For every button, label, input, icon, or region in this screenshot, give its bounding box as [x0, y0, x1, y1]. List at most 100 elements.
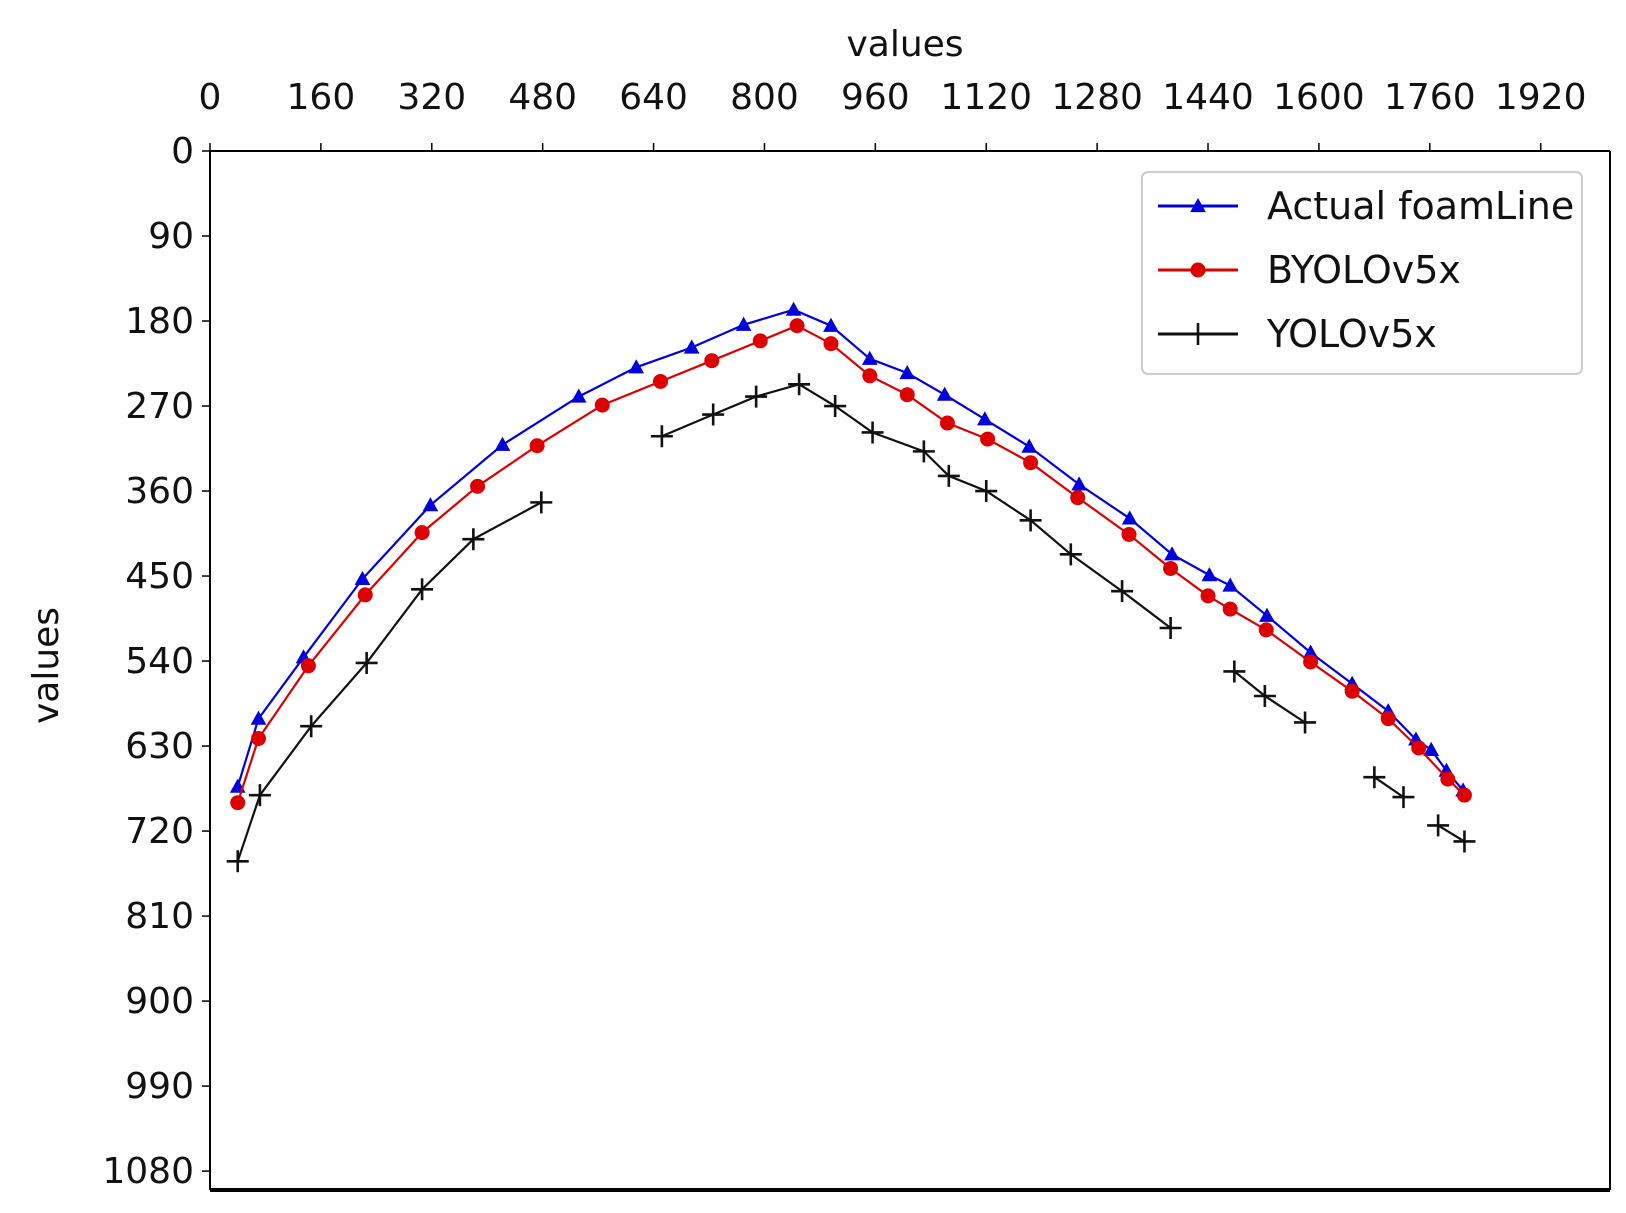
data-point — [735, 316, 752, 331]
data-point — [1259, 607, 1275, 622]
axes: 0 160 320 480 640 800 960 1120 1280 1440 1600 1760 1… — [26, 24, 1611, 1192]
data-point — [1201, 567, 1218, 582]
series-0 — [229, 301, 1471, 797]
legend-marker — [1190, 197, 1206, 213]
legend-marker — [1190, 262, 1206, 278]
series-2 — [226, 373, 1476, 873]
x-tick-label: 1440 — [1162, 77, 1254, 118]
legend-label: BYOLOv5x — [1267, 248, 1461, 292]
y-tick-label: 990 — [125, 1066, 194, 1107]
series-line — [1437, 824, 1466, 843]
series-line — [236, 324, 1466, 804]
y-tick-label: 810 — [125, 896, 194, 937]
data-point — [1440, 771, 1456, 787]
x-tick-label: 320 — [397, 77, 466, 118]
y-tick-label: 720 — [125, 811, 194, 852]
data-point — [1023, 455, 1039, 471]
data-point — [494, 436, 511, 451]
data-point — [899, 387, 915, 403]
data-point — [1164, 546, 1180, 561]
data-point — [628, 359, 645, 374]
data-point — [937, 464, 960, 487]
data-point — [1411, 740, 1427, 756]
data-point — [354, 570, 371, 585]
x-tick-label: 1920 — [1495, 77, 1587, 118]
x-tick-label: 960 — [841, 77, 910, 118]
data-point — [1453, 830, 1476, 853]
legend: Actual foamLine BYOLOv5x YOLOv5x — [1141, 171, 1583, 375]
data-point — [650, 425, 673, 448]
data-point — [789, 318, 805, 334]
data-point — [530, 491, 553, 514]
data-point — [788, 373, 811, 396]
data-point — [683, 339, 700, 354]
data-point — [300, 658, 316, 674]
data-point — [1363, 766, 1386, 789]
data-point — [529, 438, 545, 454]
data-point — [1021, 438, 1038, 453]
data-point — [470, 478, 486, 494]
data-point — [1019, 509, 1042, 532]
data-point — [1111, 580, 1134, 603]
data-point — [977, 411, 993, 426]
series-1 — [230, 318, 1472, 811]
data-point — [704, 353, 720, 369]
x-tick-label: 160 — [287, 77, 356, 118]
data-point — [1222, 577, 1239, 592]
data-point — [422, 497, 439, 512]
legend-label: YOLOv5x — [1266, 312, 1437, 356]
y-tick-label: 540 — [125, 641, 194, 682]
data-point — [936, 386, 953, 401]
x-tick-label: 1120 — [940, 77, 1032, 118]
data-point — [861, 350, 878, 365]
x-tick-label: 1280 — [1051, 77, 1143, 118]
x-tick-label: 0 — [199, 77, 222, 118]
y-tick-label: 630 — [125, 726, 194, 767]
legend-box — [1141, 171, 1583, 375]
data-point — [1222, 601, 1238, 617]
series-layer — [226, 301, 1476, 873]
y-axis-title: values — [26, 607, 67, 724]
x-tick-label: 480 — [508, 77, 577, 118]
data-point — [230, 795, 246, 811]
data-point — [980, 431, 996, 447]
y-tick-label: 450 — [125, 556, 194, 597]
y-tick-label: 270 — [125, 386, 194, 427]
data-point — [785, 301, 802, 316]
data-point — [414, 525, 430, 541]
series-line — [661, 383, 1172, 629]
data-point — [248, 784, 271, 807]
data-point — [1258, 622, 1274, 638]
data-point — [251, 731, 267, 747]
data-point — [411, 578, 434, 601]
x-tick-label: 1760 — [1384, 77, 1476, 118]
data-point — [861, 421, 884, 444]
data-point — [823, 317, 839, 332]
data-point — [357, 587, 373, 603]
data-point — [862, 368, 878, 384]
data-point — [1121, 510, 1138, 525]
data-point — [752, 333, 768, 349]
series-line — [236, 308, 1464, 792]
data-point — [975, 480, 998, 503]
data-point — [1070, 490, 1086, 506]
legend-label: Actual foamLine — [1267, 184, 1574, 228]
y-tick-label: 1080 — [102, 1151, 194, 1192]
y-tick-label: 90 — [148, 216, 194, 257]
data-point — [594, 397, 610, 413]
data-point — [745, 385, 768, 408]
data-point — [1456, 787, 1472, 803]
data-point — [1159, 616, 1182, 639]
data-point — [824, 395, 847, 418]
data-point — [899, 364, 916, 380]
x-tick-label: 800 — [730, 77, 799, 118]
y-tick-label: 0 — [171, 131, 194, 172]
series-line — [1373, 776, 1405, 799]
series-line — [236, 501, 542, 862]
data-point — [823, 336, 839, 352]
data-point — [355, 651, 378, 674]
data-point — [912, 440, 935, 463]
y-tick-label: 360 — [125, 471, 194, 512]
data-point — [652, 373, 668, 389]
y-tick-label: 180 — [125, 301, 194, 342]
